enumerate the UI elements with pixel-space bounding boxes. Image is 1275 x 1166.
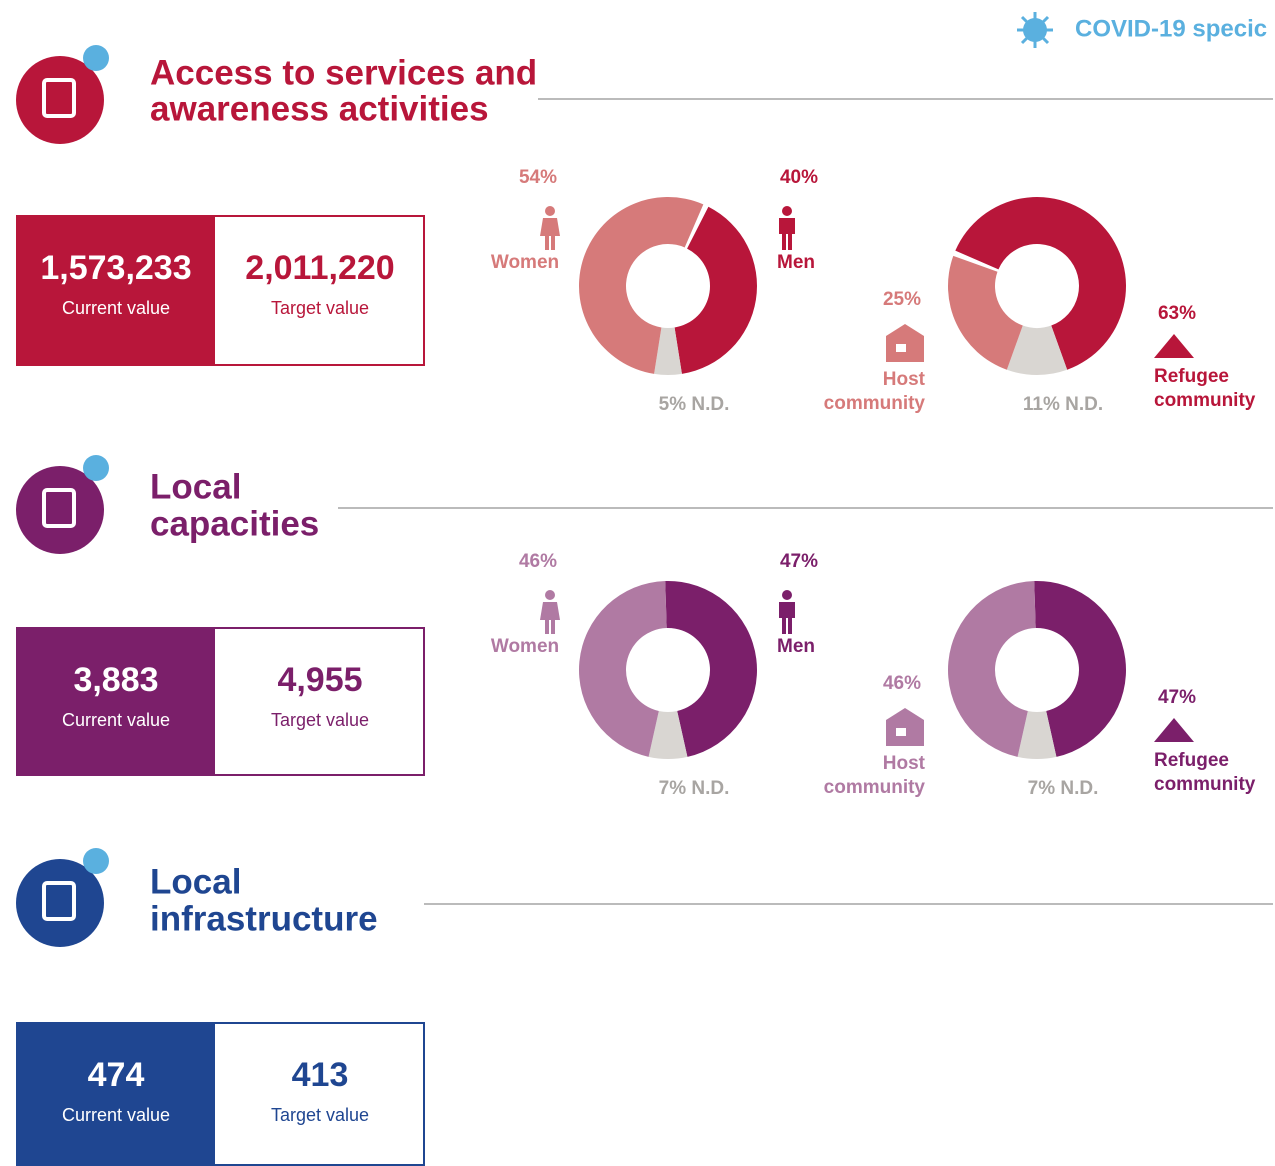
section-title: Local — [150, 862, 241, 901]
donut-right — [955, 197, 1126, 370]
section-title: Access to services and — [150, 53, 537, 92]
legend-icon — [1017, 12, 1053, 48]
refugee-pct: 47% — [1158, 687, 1196, 708]
current-value: 1,573,233 — [40, 249, 191, 287]
host-label: community — [824, 393, 926, 414]
women-pct: 46% — [519, 551, 557, 572]
target-label: Target value — [271, 298, 369, 318]
legend-label: COVID-19 specic — [1075, 15, 1267, 42]
icon-body — [779, 218, 795, 250]
section-icon-glyph — [42, 78, 76, 118]
house-icon — [886, 708, 924, 746]
donut-left — [948, 581, 1036, 757]
refugee-label: Refugee — [1154, 750, 1229, 771]
icon-head — [782, 206, 792, 216]
nd-label: 7% N.D. — [1028, 778, 1099, 799]
donut-left — [948, 255, 1023, 370]
target-label: Target value — [271, 1105, 369, 1125]
men-pct: 47% — [780, 551, 818, 572]
donut-nd — [1006, 325, 1068, 376]
icon-head — [782, 590, 792, 600]
donut-left — [579, 581, 667, 757]
section-icon-glyph — [42, 881, 76, 921]
refugee-label: community — [1154, 774, 1256, 795]
nd-label: 5% N.D. — [659, 394, 730, 415]
target-value: 413 — [292, 1056, 349, 1094]
section-icon-glyph — [42, 488, 76, 528]
section-icon — [16, 56, 104, 144]
house-window — [896, 344, 906, 352]
donut-right — [665, 581, 757, 757]
icon-body — [540, 602, 560, 634]
women-label: Women — [491, 252, 559, 273]
section-title: awareness activities — [150, 89, 489, 128]
section-title: capacities — [150, 504, 319, 543]
donut-nd — [654, 327, 682, 375]
host-pct: 46% — [883, 673, 921, 694]
women-label: Women — [491, 636, 559, 657]
covid-icon — [83, 848, 109, 874]
section-title: Local — [150, 467, 241, 506]
refugee-pct: 63% — [1158, 303, 1196, 324]
target-label: Target value — [271, 710, 369, 730]
women-icon — [540, 206, 560, 250]
section-icon — [16, 859, 104, 947]
current-box — [17, 1023, 215, 1165]
target-value: 4,955 — [277, 661, 362, 699]
nd-label: 11% N.D. — [1023, 394, 1103, 415]
target-value: 2,011,220 — [245, 249, 394, 287]
icon-body — [540, 218, 560, 250]
donut-right — [1034, 581, 1126, 757]
icon-head — [545, 206, 555, 216]
house-icon — [886, 324, 924, 362]
current-label: Current value — [62, 298, 170, 318]
host-label: community — [824, 777, 926, 798]
men-label: Men — [777, 252, 815, 273]
donut-nd — [1017, 710, 1057, 759]
tent-icon — [1154, 718, 1194, 742]
men-label: Men — [777, 636, 815, 657]
current-label: Current value — [62, 1105, 170, 1125]
current-box — [17, 628, 215, 775]
current-box — [17, 216, 215, 365]
current-value: 3,883 — [73, 661, 158, 699]
host-label: Host — [883, 753, 926, 774]
women-icon — [540, 590, 560, 634]
covid-icon — [83, 455, 109, 481]
section-title: infrastructure — [150, 899, 378, 938]
icon-head — [545, 590, 555, 600]
nd-label: 7% N.D. — [659, 778, 730, 799]
host-pct: 25% — [883, 289, 921, 310]
refugee-label: community — [1154, 390, 1256, 411]
host-label: Host — [883, 369, 926, 390]
donut-nd — [648, 710, 688, 759]
women-pct: 54% — [519, 167, 557, 188]
current-value: 474 — [88, 1056, 145, 1094]
donut-left — [579, 196, 704, 374]
tent-icon — [1154, 334, 1194, 358]
men-pct: 40% — [780, 167, 818, 188]
current-label: Current value — [62, 710, 170, 730]
men-icon — [779, 206, 795, 250]
donut-right — [674, 206, 757, 374]
covid-icon — [83, 45, 109, 71]
men-icon — [779, 590, 795, 634]
section-icon — [16, 466, 104, 554]
house-window — [896, 728, 906, 736]
icon-body — [779, 602, 795, 634]
refugee-label: Refugee — [1154, 366, 1229, 387]
